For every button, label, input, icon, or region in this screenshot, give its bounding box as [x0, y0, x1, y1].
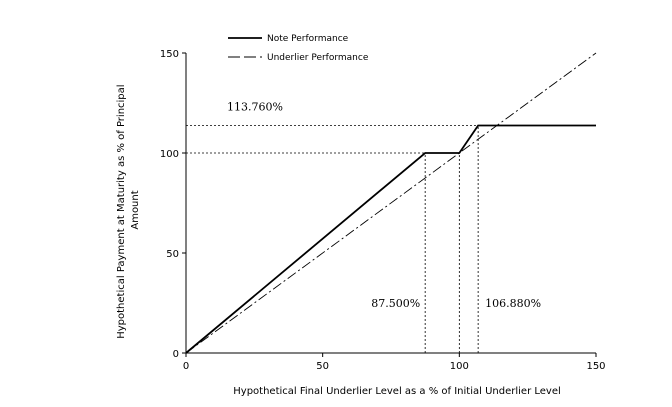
series-line-0 [185, 124, 596, 354]
x-axis-title: Hypothetical Final Underlier Level as a … [233, 386, 561, 397]
reference-lines [186, 125, 479, 353]
annotation-4: 106.880% [485, 297, 541, 310]
series-line-1 [185, 52, 597, 354]
x-tick-label-1: 50 [316, 361, 329, 372]
y-axis-title: Hypothetical Payment at Maturity as % of… [116, 81, 141, 339]
y-tick-label-2: 100 [160, 149, 179, 160]
series-lines [185, 52, 597, 354]
legend-label-1: Underlier Performance [267, 53, 369, 63]
x-tick-label-2: 100 [450, 361, 469, 372]
y-tick-label-3: 150 [160, 49, 179, 60]
annotation-2: 87.500% [371, 297, 420, 310]
x-tick-label-0: 0 [183, 361, 189, 372]
ticks: 0 50 100 150 0 50 100 150 [160, 49, 606, 372]
y-axis-title-line-2: Amount [130, 190, 141, 229]
x-tick-label-3: 150 [586, 361, 605, 372]
y-axis-title-line-1: Hypothetical Payment at Maturity as % of… [116, 84, 127, 338]
legend-label-0: Note Performance [267, 34, 349, 44]
legend: Note Performance Underlier Performance [228, 34, 369, 63]
y-tick-label-0: 0 [173, 349, 179, 360]
axes [185, 53, 596, 354]
annotations: 113.760% 87.500% 106.880% [227, 100, 541, 310]
y-tick-label-1: 50 [166, 249, 179, 260]
annotation-0: 113.760% [227, 100, 283, 113]
